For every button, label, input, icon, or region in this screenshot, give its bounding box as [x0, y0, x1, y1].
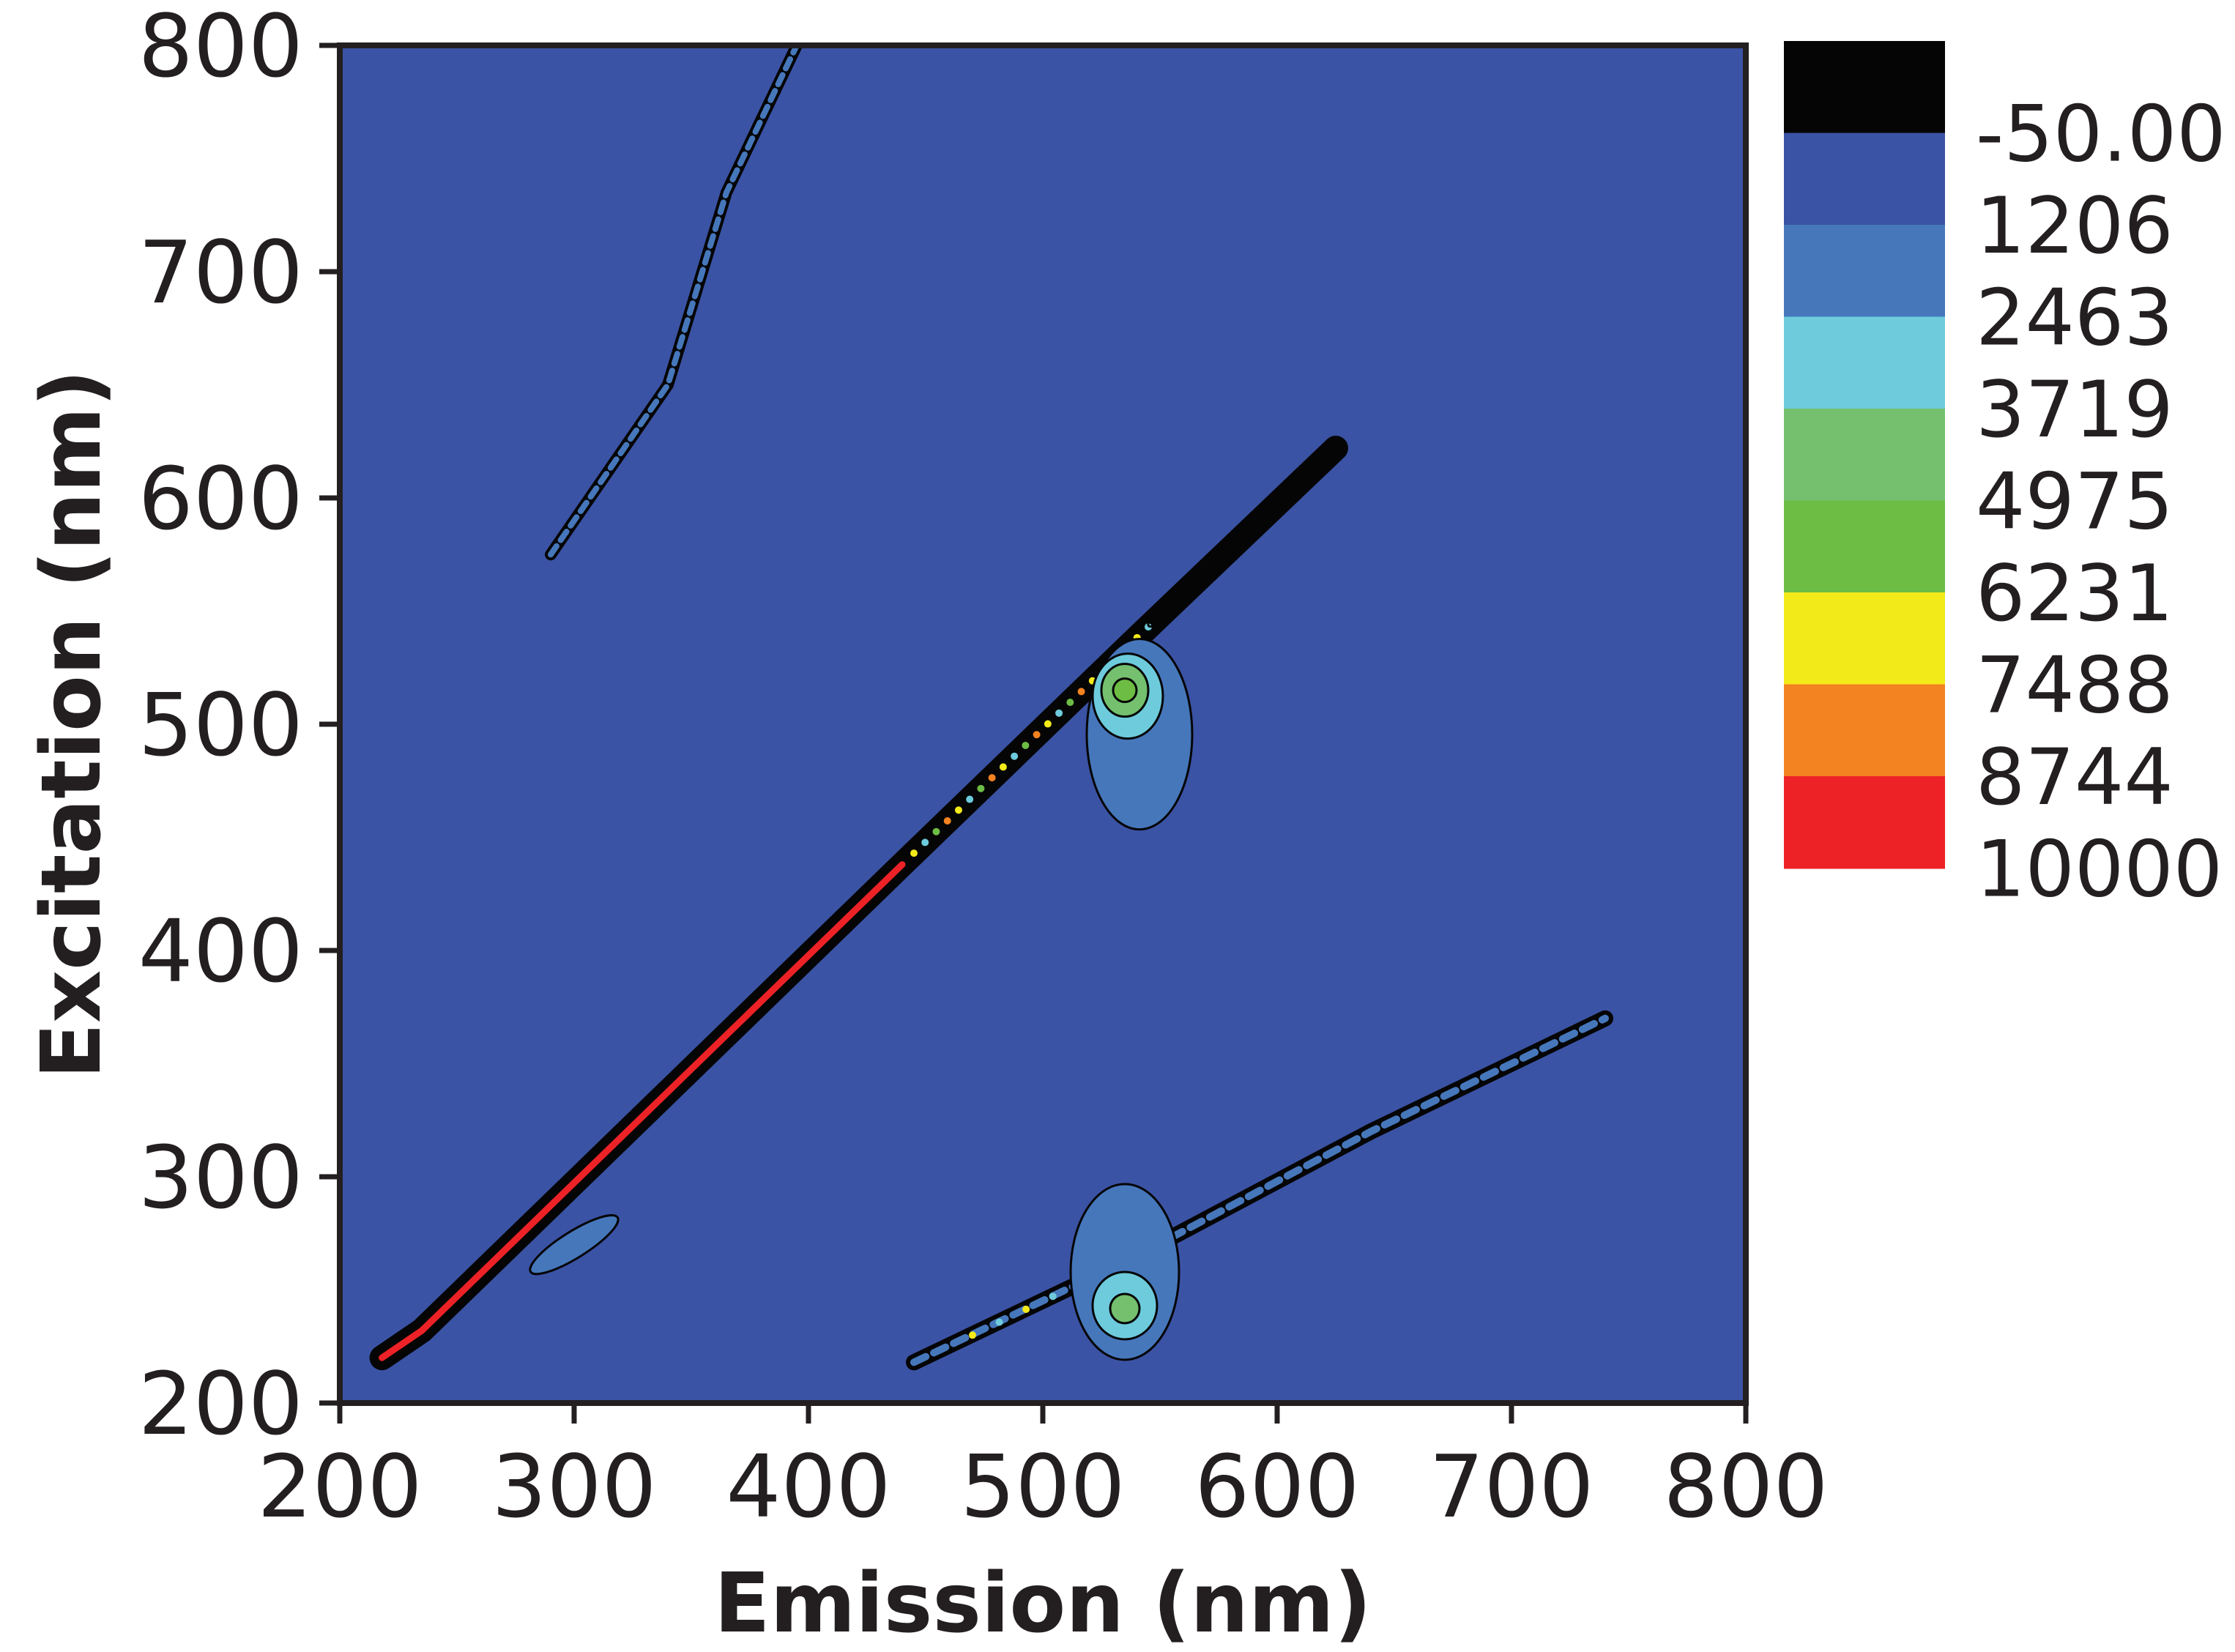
y-tick-label: 600: [138, 448, 303, 549]
legend-level-label: 6231: [1976, 548, 2173, 639]
contour-features: [369, 45, 1613, 1371]
y-tick-label: 800: [138, 0, 303, 97]
rayleigh-tail-contour: [1147, 612, 1164, 628]
rayleigh-tail-contour: [1162, 598, 1179, 614]
x-tick-label: 600: [1194, 1436, 1359, 1537]
legend-level-label: 4975: [1976, 457, 2173, 547]
legend-level-label: 2463: [1976, 273, 2173, 363]
rayleigh-speckle: [921, 838, 929, 847]
legend-swatch: [1784, 316, 1945, 409]
emission-peak: [1069, 1183, 1180, 1361]
rayleigh-tail-contour: [1268, 498, 1286, 514]
emission-peak: [1085, 638, 1194, 831]
rayleigh-band-core: [379, 861, 906, 1361]
rayleigh-speckle: [999, 763, 1007, 771]
legend-level-label: 10000: [1976, 825, 2223, 915]
y-tick-label: 200: [138, 1353, 303, 1454]
legend-level-label: 8744: [1976, 732, 2173, 822]
legend-swatch: [1784, 133, 1945, 226]
legend-swatch: [1784, 776, 1945, 869]
legend-level-label: 1206: [1976, 181, 2173, 271]
weak-band-speckle: [969, 1331, 976, 1339]
legend-level-label: -50.00: [1976, 89, 2226, 179]
rayleigh-speckle: [1077, 688, 1085, 696]
rayleigh-speckle: [1022, 741, 1030, 749]
rayleigh-speckle: [966, 795, 974, 803]
weak-band-speckle: [995, 1318, 1003, 1326]
rayleigh-speckle: [954, 806, 962, 814]
weak-band-speckle: [1022, 1305, 1030, 1313]
x-axis-title: Emission (nm): [714, 1556, 1372, 1651]
rayleigh-speckle: [1044, 720, 1052, 728]
legend-swatch: [1784, 409, 1945, 502]
x-axis-ticks: 200 300 400 500 600 700 800: [257, 1403, 1829, 1537]
weak-band-speckle: [1049, 1292, 1057, 1301]
legend-level-label: 3719: [1976, 365, 2173, 455]
x-tick-label: 200: [257, 1436, 422, 1537]
second-order-band: [548, 45, 800, 558]
legend-level-label: 7488: [1976, 641, 2173, 731]
rayleigh-tail-contour: [1284, 484, 1301, 499]
legend-swatch: [1784, 41, 1945, 134]
y-axis-title: Excitation (nm): [24, 369, 119, 1079]
rayleigh-speckle: [943, 816, 951, 825]
rayleigh-tail-contour: [1208, 555, 1224, 571]
rayleigh-tail-contour: [1314, 455, 1331, 471]
x-tick-label: 700: [1429, 1436, 1593, 1537]
y-tick-label: 500: [138, 674, 303, 775]
rayleigh-tail-contour: [1178, 584, 1194, 600]
rayleigh-tail-contour: [1238, 527, 1255, 543]
y-tick-label: 400: [138, 901, 303, 1002]
rayleigh-speckle: [1055, 709, 1063, 717]
y-tick-label: 700: [138, 222, 303, 323]
rayleigh-tail-contour: [1299, 469, 1316, 485]
legend-swatch: [1784, 225, 1945, 318]
rayleigh-speckle: [1033, 731, 1041, 739]
emission-peak: [529, 1214, 620, 1276]
rayleigh-speckle: [1011, 752, 1019, 760]
legend-swatch: [1784, 684, 1945, 777]
x-tick-label: 400: [726, 1436, 890, 1537]
y-axis-ticks: 200 300 400 500 600 700 800: [138, 0, 340, 1454]
rayleigh-tail-contour: [1192, 570, 1210, 585]
rayleigh-speckle: [988, 774, 996, 782]
rayleigh-tail-contour: [1254, 513, 1271, 528]
legend-swatch: [1784, 500, 1945, 593]
rayleigh-speckle: [977, 784, 985, 792]
y-tick-label: 300: [138, 1127, 303, 1228]
x-tick-label: 300: [491, 1436, 656, 1537]
rayleigh-tail-contour: [1223, 541, 1240, 557]
x-tick-label: 800: [1663, 1436, 1828, 1537]
rayleigh-speckle: [1066, 699, 1074, 707]
x-tick-label: 500: [960, 1436, 1125, 1537]
rayleigh-speckle: [910, 849, 918, 857]
legend-swatch: [1784, 592, 1945, 685]
rayleigh-speckle: [932, 827, 940, 836]
